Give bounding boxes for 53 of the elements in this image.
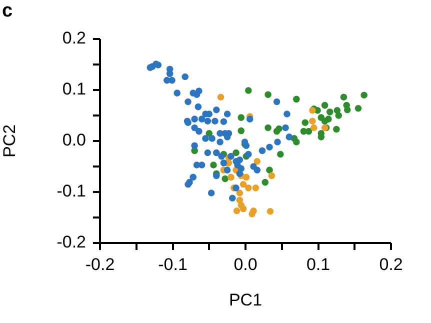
point bbox=[210, 162, 217, 168]
point bbox=[238, 114, 245, 121]
point bbox=[340, 94, 348, 101]
x-tick-label: -0.1 bbox=[158, 254, 188, 274]
point bbox=[217, 94, 224, 101]
point bbox=[309, 118, 316, 125]
point bbox=[236, 190, 244, 196]
point bbox=[242, 174, 250, 181]
point bbox=[326, 108, 334, 116]
point bbox=[293, 96, 300, 103]
point bbox=[302, 119, 309, 126]
x-tick-label: 0.0 bbox=[234, 254, 258, 274]
point bbox=[240, 205, 247, 212]
point bbox=[333, 126, 340, 133]
y-tick-label: -0.2 bbox=[56, 232, 86, 252]
y-tick-label: 0.2 bbox=[62, 28, 86, 48]
x-tick-label: 0.2 bbox=[379, 254, 403, 274]
y-axis-title: PC2 bbox=[0, 124, 19, 158]
point bbox=[262, 178, 269, 186]
y-tick-label: -0.1 bbox=[56, 182, 86, 201]
point bbox=[245, 184, 252, 192]
chart-title: c bbox=[2, 0, 13, 22]
point bbox=[268, 172, 276, 180]
point bbox=[245, 87, 252, 94]
point bbox=[240, 180, 247, 188]
point bbox=[305, 128, 312, 135]
point bbox=[335, 112, 342, 119]
point bbox=[254, 158, 261, 165]
point bbox=[233, 207, 240, 214]
point bbox=[264, 91, 272, 98]
point bbox=[266, 166, 273, 174]
x-tick-label: 0.1 bbox=[306, 254, 330, 274]
point bbox=[321, 102, 328, 109]
point bbox=[293, 138, 300, 146]
point bbox=[310, 124, 318, 132]
point bbox=[232, 149, 240, 156]
point bbox=[276, 125, 282, 132]
point bbox=[264, 124, 272, 132]
point bbox=[266, 208, 274, 215]
y-tick-label: 0.1 bbox=[62, 80, 86, 99]
point bbox=[354, 104, 362, 112]
point bbox=[344, 106, 351, 114]
x-axis-title: PC1 bbox=[228, 290, 262, 310]
y-tick-label: 0.0 bbox=[62, 130, 86, 150]
point bbox=[277, 150, 284, 158]
point bbox=[228, 174, 234, 181]
point bbox=[238, 127, 245, 134]
point bbox=[252, 184, 260, 192]
point bbox=[325, 116, 332, 122]
point bbox=[360, 92, 368, 98]
x-tick-label: -0.2 bbox=[85, 254, 115, 274]
point bbox=[250, 207, 257, 214]
point bbox=[222, 175, 229, 182]
